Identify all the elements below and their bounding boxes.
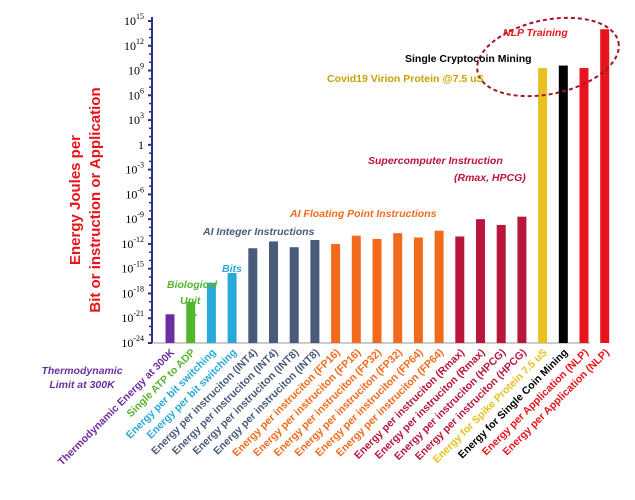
bars-group	[165, 29, 610, 344]
y-tick-label: 103	[128, 111, 144, 127]
y-tick-exponent: 12	[136, 37, 144, 46]
bar	[227, 273, 237, 343]
bar	[186, 301, 196, 343]
chart-annotation: Single Cryptocoin Mining	[405, 53, 532, 65]
chart-annotation: (Rmax, HPCG)	[454, 172, 526, 184]
y-axis-ticks: 1015 1012 109 106 103 1 10-3 10-6 10-9 10-12 10-15…	[121, 12, 152, 350]
bar	[289, 247, 299, 343]
bar	[165, 314, 175, 343]
thermodynamic-note-line: Thermodynamic	[41, 365, 122, 377]
bar	[455, 236, 465, 343]
y-tick-exponent: 6	[140, 86, 144, 95]
y-tick-exponent: 3	[140, 111, 144, 120]
bar	[538, 68, 548, 343]
bar	[351, 235, 361, 343]
y-tick-label: 10-12	[121, 235, 144, 251]
y-tick-exponent: 9	[140, 62, 144, 71]
bar	[331, 243, 341, 343]
bar	[372, 238, 382, 343]
chart-annotation: Biological	[167, 279, 218, 291]
bar	[393, 233, 403, 343]
y-tick-exponent: -3	[137, 161, 144, 170]
thermodynamic-limit-note: Thermodynamic Limit at 300K	[41, 365, 122, 391]
chart-annotation: AI Floating Point Instructions	[289, 208, 437, 220]
y-tick-exponent: 15	[136, 12, 144, 21]
y-tick-label: 10-18	[121, 284, 144, 300]
chart-annotation: Unit	[180, 295, 201, 307]
y-tick-exponent: -9	[137, 210, 144, 219]
bar	[269, 241, 278, 343]
y-tick-label: 1012	[124, 37, 144, 53]
y-tick-label: 106	[128, 86, 144, 102]
y-tick-exponent: -12	[133, 235, 144, 244]
y-tick-label: 10-24	[121, 334, 144, 350]
bar	[310, 239, 320, 343]
chart-annotation: NLP Training	[503, 27, 568, 39]
nlp-highlight-ellipse	[476, 16, 620, 98]
bar	[496, 224, 506, 343]
annotations: NLP Training Single Cryptocoin Mining Covi…	[167, 27, 568, 320]
chart-annotation: Covid19 Virion Protein @7.5 uS	[327, 73, 484, 85]
bar	[413, 237, 423, 343]
y-axis-label-line-2: Bit or instruction or Application	[87, 87, 104, 312]
y-tick-exponent: -24	[133, 334, 144, 343]
y-tick-exponent: -15	[133, 260, 144, 269]
y-tick-exponent: -18	[133, 284, 144, 293]
annotation-arrowhead	[189, 314, 197, 320]
thermodynamic-note-line: Limit at 300K	[49, 379, 116, 391]
y-tick-label: 10-3	[125, 161, 144, 177]
bar	[600, 29, 610, 344]
chart-annotation: AI Integer Instructions	[202, 226, 315, 238]
bar	[558, 65, 568, 344]
y-tick-label: 10-15	[121, 260, 144, 276]
bar	[517, 216, 527, 343]
bar	[579, 68, 589, 343]
chart-annotation: Supercomputer Instruction	[368, 155, 503, 167]
y-tick-label: 1	[138, 138, 144, 152]
bar	[476, 219, 485, 343]
y-tick-label: 1015	[124, 12, 144, 28]
y-tick-label: 10-21	[121, 309, 144, 325]
bar	[206, 282, 216, 343]
y-axis-label: Energy Joules per Bit or instruction or …	[67, 87, 104, 312]
y-tick-label: 109	[128, 62, 144, 78]
chart-annotation: Bits	[222, 263, 242, 275]
bar	[434, 230, 444, 343]
y-tick-exponent: -6	[137, 185, 144, 194]
y-axis-label-line-1: Energy Joules per	[67, 135, 84, 265]
y-tick-exponent: -21	[133, 309, 144, 318]
y-tick-label: 10-9	[125, 210, 144, 226]
bar	[248, 248, 258, 343]
y-tick-label: 10-6	[125, 185, 144, 201]
